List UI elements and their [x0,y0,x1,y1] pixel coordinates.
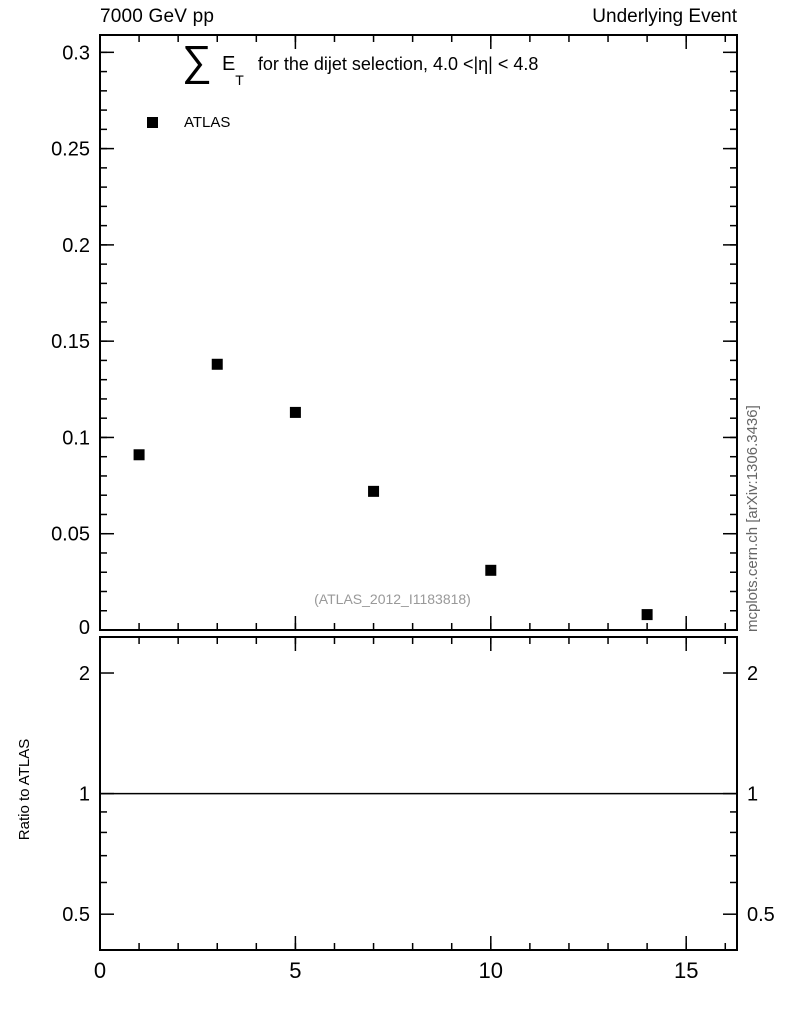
svg-text:0.5: 0.5 [747,904,775,926]
ratio-axis-label: Ratio to ATLAS [16,738,33,841]
mcplots-attribution: mcplots.cern.ch [arXiv:1306.3436] [744,405,761,632]
plot-title: ∑ ET for the dijet selection, 4.0 <|η| <… [182,37,539,89]
svg-text:0.2: 0.2 [62,235,90,257]
legend: ATLAS [143,114,230,131]
svg-text:1: 1 [747,784,758,806]
observable-subscript: T [235,72,244,88]
svg-text:0.05: 0.05 [51,524,90,546]
selection-description: for the dijet selection, 4.0 <|η| < 4.8 [257,54,539,74]
svg-text:0.5: 0.5 [62,904,90,926]
observable-letter: E [221,53,236,75]
legend-square-marker [147,117,158,128]
svg-text:0.15: 0.15 [51,331,90,353]
svg-text:0.1: 0.1 [62,427,90,449]
svg-text:2: 2 [79,663,90,685]
svg-text:10: 10 [479,958,503,983]
svg-text:0.25: 0.25 [51,139,90,161]
svg-text:0.3: 0.3 [62,42,90,64]
svg-text:15: 15 [674,958,698,983]
legend-label: ATLAS [184,114,231,131]
svg-text:2: 2 [747,663,758,685]
analysis-id-watermark: (ATLAS_2012_I1183818) [314,591,471,607]
observable-symbol: ET [221,53,244,88]
svg-text:0: 0 [79,617,90,639]
sigma-symbol: ∑ [182,37,212,84]
header-beam-energy: 7000 GeV pp [100,6,215,27]
svg-text:0: 0 [94,958,106,983]
svg-text:1: 1 [79,784,90,806]
svg-text:5: 5 [289,958,301,983]
header-analysis-topic: Underlying Event [592,6,737,27]
